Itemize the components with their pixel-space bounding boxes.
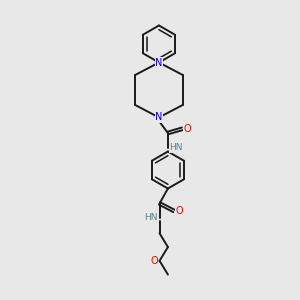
Text: O: O [175,206,183,216]
Text: HN: HN [169,143,183,152]
Text: O: O [151,256,158,266]
Text: N: N [155,58,163,68]
Text: N: N [155,112,163,122]
Text: HN: HN [144,213,158,222]
Text: O: O [184,124,191,134]
